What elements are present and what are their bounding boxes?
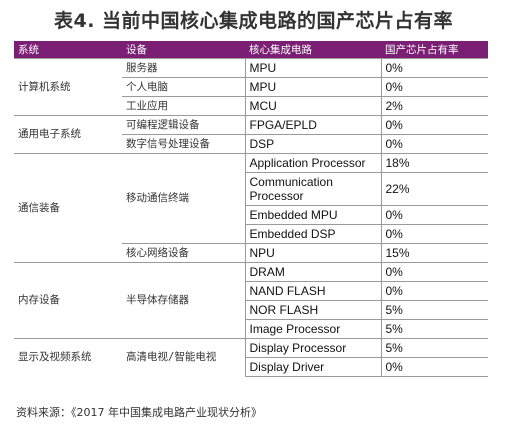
circuit-cell: Display Processor <box>244 338 381 358</box>
device-cell: 核心网络设备 <box>122 243 245 263</box>
share-cell: 0% <box>380 262 488 282</box>
share-cell: 2% <box>380 96 488 116</box>
table-row: Image Processor 5% <box>14 319 488 339</box>
share-cell: 0% <box>380 205 488 225</box>
circuit-cell: Embedded DSP <box>244 224 381 244</box>
header-circuit: 核心集成电路 <box>245 41 381 59</box>
share-cell: 0% <box>380 58 488 78</box>
table-row: 内存设备 半导体存储器 DRAM 0% <box>14 262 488 339</box>
circuit-cell: Embedded MPU <box>244 205 381 225</box>
circuit-cell: MCU <box>244 96 381 116</box>
device-cell: 数字信号处理设备 <box>122 134 245 154</box>
table-row: 通信装备 移动通信终端 Application Processor 18% <box>14 153 488 263</box>
circuit-cell: Display Driver <box>244 357 381 377</box>
system-cell: 显示及视频系统 <box>14 338 122 377</box>
circuit-cell: MPU <box>244 77 381 97</box>
share-cell: 18% <box>380 153 488 173</box>
device-cell: 工业应用 <box>122 96 245 116</box>
circuit-cell: MPU <box>244 58 381 78</box>
circuit-cell: Application Processor <box>244 153 381 173</box>
table-row: NAND FLASH 0% <box>14 281 488 301</box>
chip-share-table: 系统 设备 核心集成电路 国产芯片占有率 计算机系统 服务器 MPU 0% 个人电脑 MP… <box>14 41 488 377</box>
table-row: 显示及视频系统 高清电视/智能电视 Display Processor 5% <box>14 338 488 377</box>
circuit-cell: NAND FLASH <box>244 281 381 301</box>
circuit-cell: NOR FLASH <box>244 300 381 320</box>
share-cell: 0% <box>380 134 488 154</box>
table-row: 工业应用 MCU 2% <box>14 96 488 116</box>
table-row: 数字信号处理设备 DSP 0% <box>14 134 488 154</box>
device-cell: 高清电视/智能电视 <box>122 338 245 377</box>
system-cell: 内存设备 <box>14 262 122 339</box>
table-row: 个人电脑 MPU 0% <box>14 77 488 97</box>
table-row: NOR FLASH 5% <box>14 300 488 320</box>
table-title: 表4. 当前中国核心集成电路的国产芯片占有率 <box>53 10 454 32</box>
system-cell: 计算机系统 <box>14 58 122 116</box>
circuit-cell: FPGA/EPLD <box>244 115 381 135</box>
source-note: 资料来源：《2017 年中国集成电路产业现状分析》 <box>16 406 262 419</box>
table-row: 计算机系统 服务器 MPU 0% <box>14 58 488 116</box>
share-cell: 0% <box>380 281 488 301</box>
circuit-cell: Communication Processor <box>244 172 381 206</box>
share-cell: 22% <box>380 172 488 206</box>
circuit-cell: NPU <box>244 243 381 263</box>
header-row: 系统 设备 核心集成电路 国产芯片占有率 <box>14 41 488 59</box>
share-cell: 0% <box>380 224 488 244</box>
device-cell: 半导体存储器 <box>122 262 245 339</box>
system-cell: 通用电子系统 <box>14 115 122 154</box>
header-system: 系统 <box>14 41 122 59</box>
share-cell: 15% <box>380 243 488 263</box>
table-row: Display Driver 0% <box>14 357 488 377</box>
share-cell: 0% <box>380 115 488 135</box>
table-row: Embedded MPU 0% <box>14 205 488 225</box>
device-cell: 可编程逻辑设备 <box>122 115 245 135</box>
share-cell: 0% <box>380 77 488 97</box>
table-row: 核心网络设备 NPU 15% <box>14 243 488 263</box>
device-cell: 移动通信终端 <box>122 153 245 244</box>
circuit-cell: DSP <box>244 134 381 154</box>
system-cell: 通信装备 <box>14 153 122 263</box>
share-cell: 5% <box>380 319 488 339</box>
table-row: Embedded DSP 0% <box>14 224 488 244</box>
circuit-cell: Image Processor <box>244 319 381 339</box>
device-cell: 个人电脑 <box>122 77 245 97</box>
header-device: 设备 <box>122 41 245 59</box>
header-share: 国产芯片占有率 <box>381 41 488 59</box>
share-cell: 0% <box>380 357 488 377</box>
device-cell: 服务器 <box>122 58 245 78</box>
share-cell: 5% <box>380 300 488 320</box>
share-cell: 5% <box>380 338 488 358</box>
table-body: 计算机系统 服务器 MPU 0% 个人电脑 MPU 0% 工业应用 MCU 2% 通用电子系统 可编程… <box>14 58 488 377</box>
circuit-cell: DRAM <box>244 262 381 282</box>
table-row: Communication Processor 22% <box>14 172 488 206</box>
table-row: 通用电子系统 可编程逻辑设备 FPGA/EPLD 0% <box>14 115 488 154</box>
